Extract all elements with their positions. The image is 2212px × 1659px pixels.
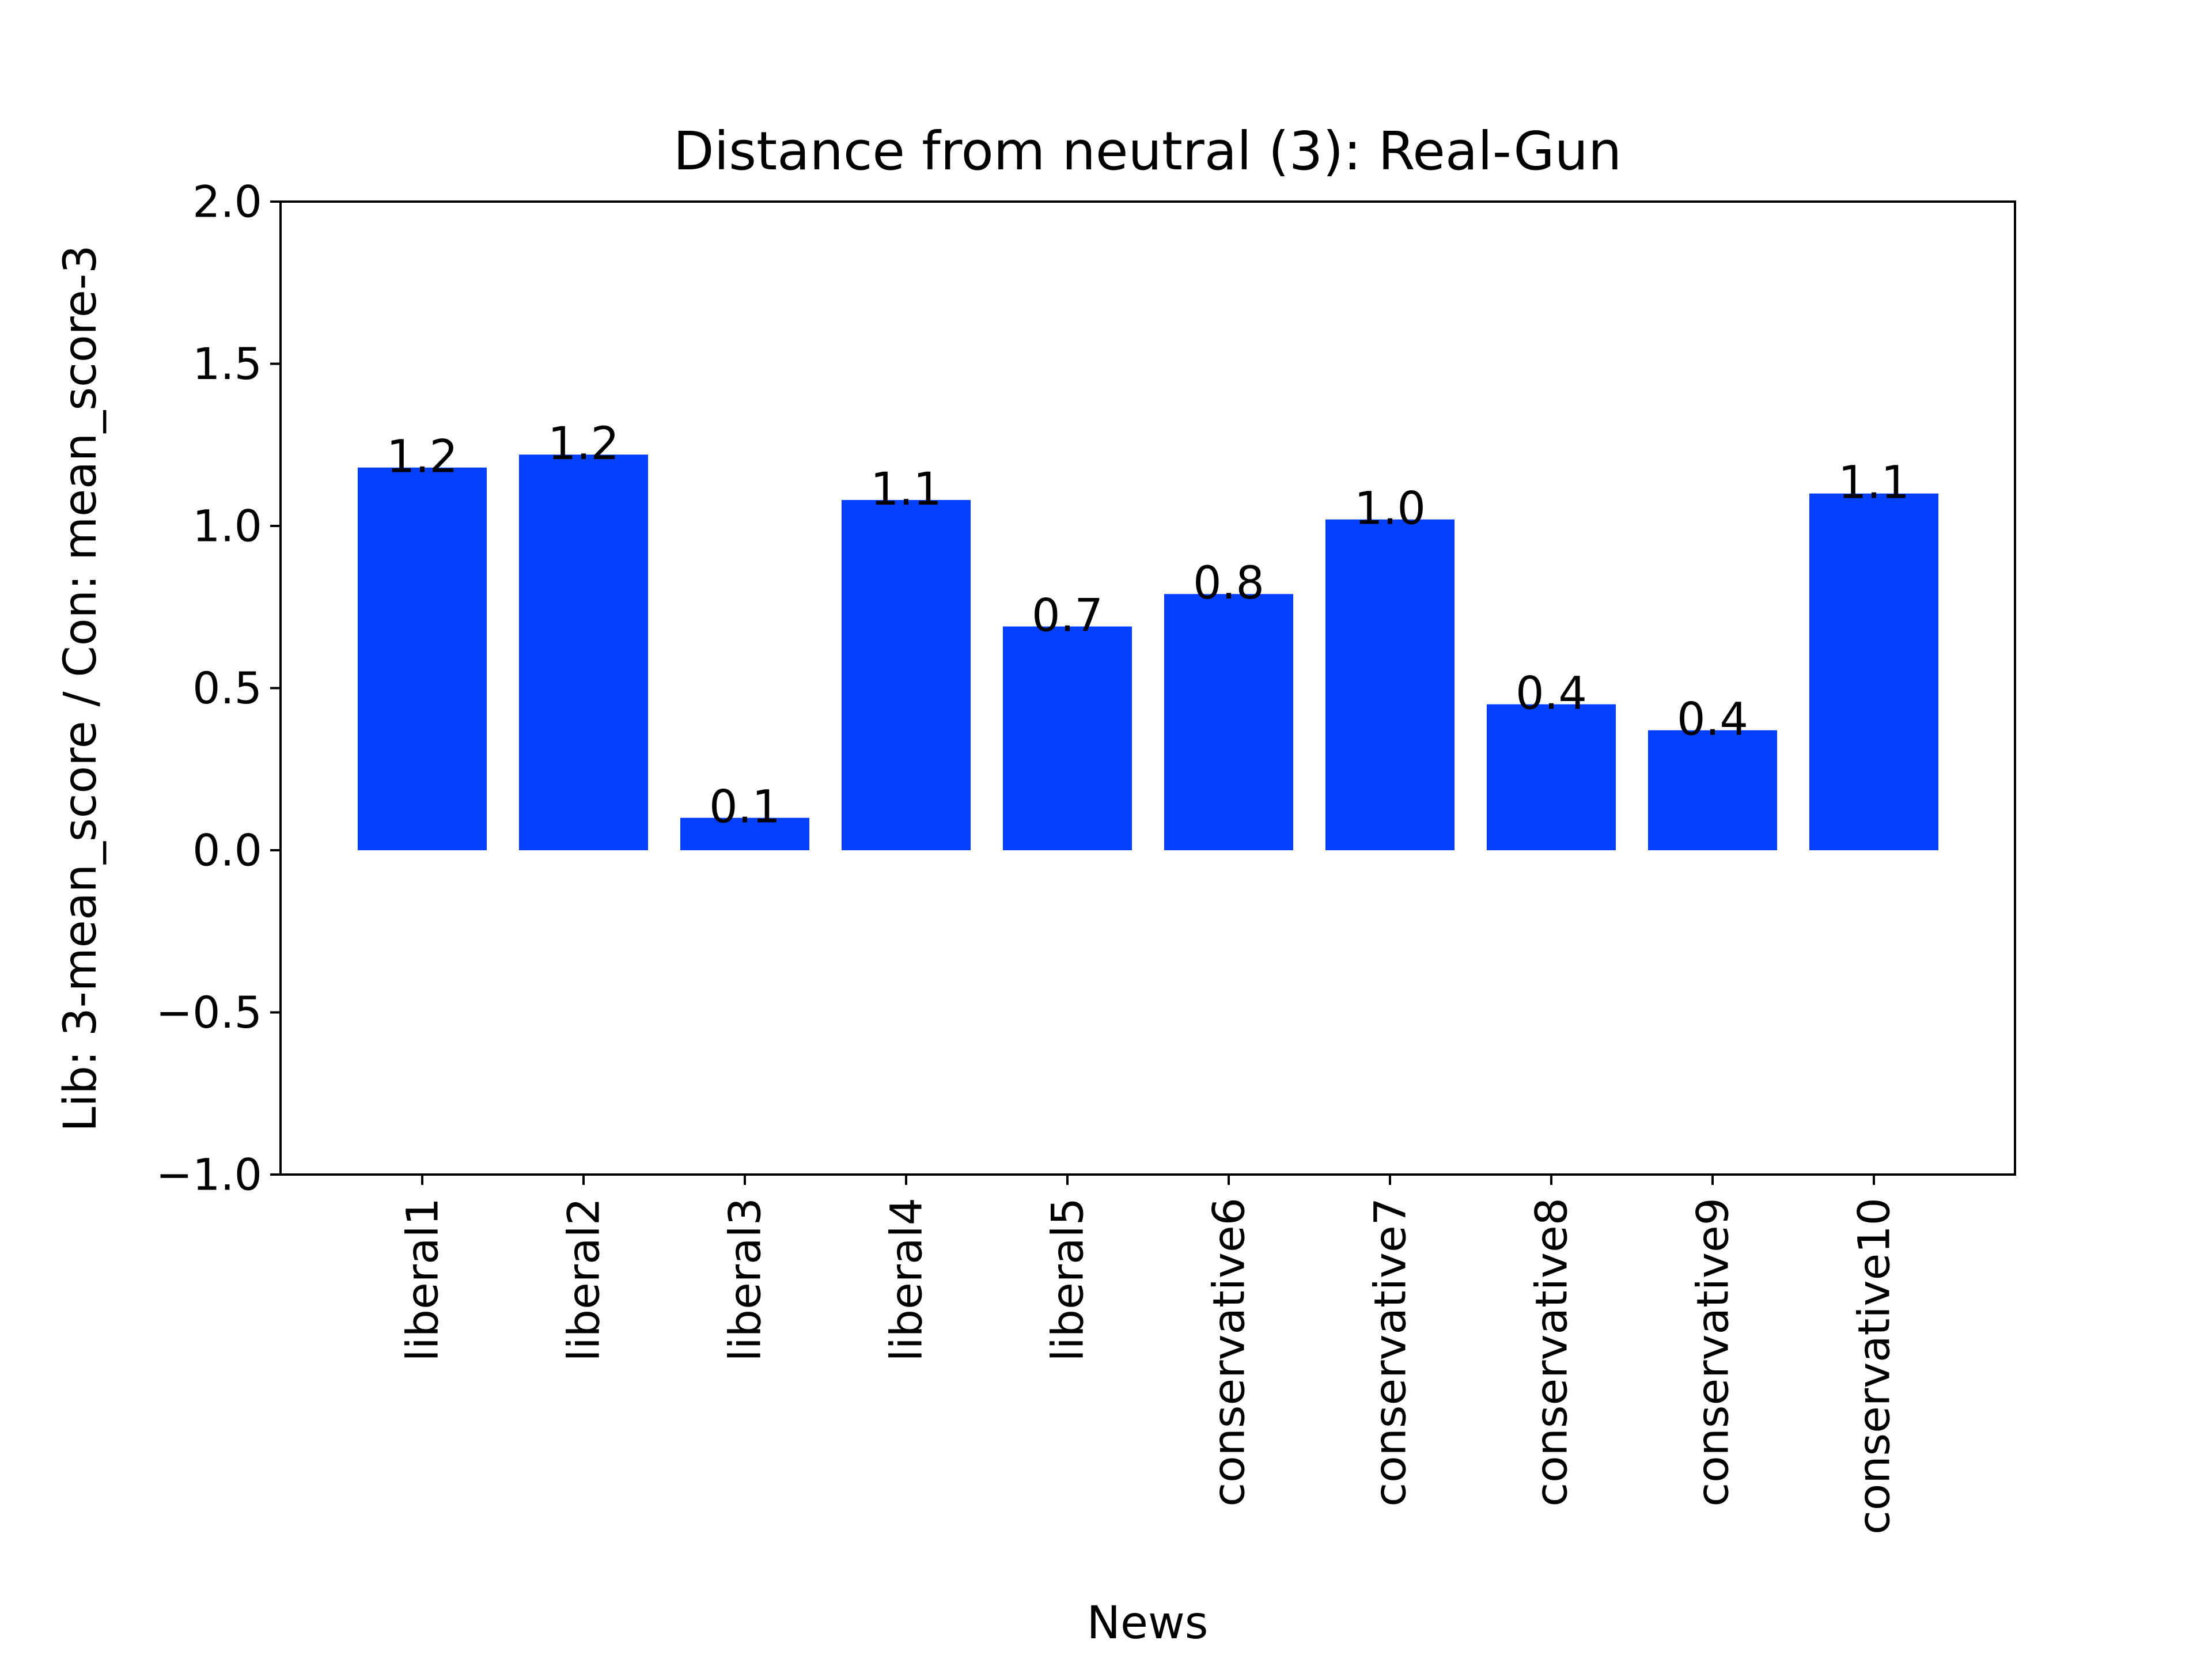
bar-liberal1 bbox=[358, 467, 487, 850]
data-label-liberal2: 1.2 bbox=[548, 418, 619, 470]
bar-liberal3 bbox=[680, 817, 809, 850]
data-label-liberal1: 1.2 bbox=[387, 431, 458, 483]
x-tick-label-conservative8: conservative8 bbox=[1526, 1198, 1577, 1507]
y-tick-label: 0.5 bbox=[192, 662, 262, 714]
x-tick-label-liberal1: liberal1 bbox=[397, 1198, 448, 1362]
x-tick-label-conservative7: conservative7 bbox=[1365, 1198, 1416, 1507]
data-label-conservative7: 1.0 bbox=[1354, 483, 1426, 535]
bar-liberal5 bbox=[1003, 626, 1132, 850]
x-tick-label-liberal4: liberal4 bbox=[881, 1198, 932, 1362]
x-tick-label-liberal3: liberal3 bbox=[719, 1198, 771, 1362]
x-tick-label-conservative9: conservative9 bbox=[1687, 1198, 1738, 1507]
y-tick-label: 0.0 bbox=[192, 825, 262, 876]
x-axis: liberal1 liberal2 liberal3 liberal4 liberal5… bbox=[397, 1175, 1900, 1535]
bar-conservative10 bbox=[1809, 493, 1938, 850]
y-tick-label: 1.5 bbox=[192, 338, 262, 389]
data-label-conservative10: 1.1 bbox=[1838, 457, 1910, 509]
data-label-conservative9: 0.4 bbox=[1677, 694, 1748, 746]
x-tick-label-conservative6: conservative6 bbox=[1203, 1198, 1255, 1507]
bar-conservative8 bbox=[1487, 704, 1616, 850]
data-label-conservative6: 0.8 bbox=[1193, 558, 1264, 609]
y-tick-label: −0.5 bbox=[156, 987, 262, 1038]
data-label-liberal4: 1.1 bbox=[870, 464, 942, 516]
x-axis-label: News bbox=[1087, 1597, 1209, 1649]
x-tick-label-conservative10: conservative10 bbox=[1849, 1198, 1900, 1535]
x-tick-label-liberal2: liberal2 bbox=[558, 1198, 609, 1362]
y-axis: −1.0 −0.5 0.0 0.5 1.0 1.5 2.0 bbox=[156, 176, 281, 1200]
data-label-liberal3: 0.1 bbox=[709, 782, 781, 834]
bar-conservative9 bbox=[1648, 730, 1777, 850]
x-tick-label-liberal5: liberal5 bbox=[1042, 1198, 1093, 1362]
y-tick-label: 2.0 bbox=[192, 176, 262, 228]
data-label-conservative8: 0.4 bbox=[1516, 668, 1587, 720]
data-labels-group: 1.2 1.2 0.1 1.1 0.7 0.8 1.0 0.4 0.4 1.1 bbox=[387, 418, 1910, 834]
bars-group bbox=[358, 454, 1938, 850]
bar-conservative7 bbox=[1325, 519, 1455, 850]
y-axis-label: Lib: 3-mean_score / Con: mean_score-3 bbox=[55, 245, 107, 1131]
y-tick-label: 1.0 bbox=[192, 501, 262, 552]
data-label-liberal5: 0.7 bbox=[1032, 590, 1103, 642]
bar-liberal2 bbox=[519, 454, 648, 850]
bar-conservative6 bbox=[1164, 594, 1293, 850]
y-tick-label: −1.0 bbox=[156, 1149, 262, 1200]
bar-liberal4 bbox=[842, 499, 971, 850]
plot-area-frame bbox=[279, 200, 2016, 1176]
chart-title: Distance from neutral (3): Real-Gun bbox=[673, 120, 1622, 182]
